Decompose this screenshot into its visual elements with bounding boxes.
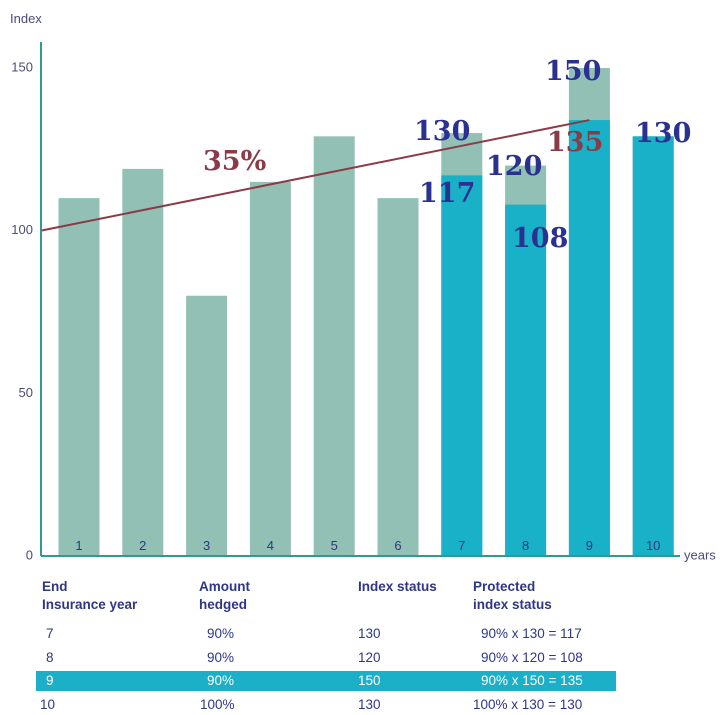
cell-hedged: 90% xyxy=(207,626,235,641)
cell-year: 7 xyxy=(46,626,54,641)
x-tick-label-4: 4 xyxy=(267,538,274,553)
y-axis-label: Index xyxy=(10,11,42,26)
cell-index: 120 xyxy=(358,650,381,665)
col-header-protected-line2: index status xyxy=(473,597,552,612)
cell-hedged: 90% xyxy=(207,673,235,688)
x-axis-label: years xyxy=(684,547,716,562)
category-labels-layer: 1 2 3 4 5 6 7 8 9 10 xyxy=(75,538,660,553)
col-header-protected: Protected index status xyxy=(473,578,552,614)
cell-protected: 90% x 120 = 108 xyxy=(481,650,583,665)
bar8-total-label: 120 xyxy=(486,151,542,182)
bar-2-index xyxy=(122,168,164,556)
x-tick-label-5: 5 xyxy=(331,538,338,553)
bar8-protected-label: 108 xyxy=(512,223,568,254)
bar-3-index xyxy=(186,295,228,556)
table-row: 7 90% 130 90% x 130 = 117 xyxy=(36,624,616,644)
annotations-layer: 35% 130 117 120 108 150 135 130 xyxy=(203,56,691,254)
cell-year: 9 xyxy=(46,673,54,688)
col-header-hedged-line2: hedged xyxy=(199,597,248,612)
y-ticks-layer: 0 50 100 150 xyxy=(11,59,33,562)
x-tick-label-7: 7 xyxy=(458,538,465,553)
y-tick-label-150: 150 xyxy=(11,59,33,74)
table-row: 10 100% 130 100% x 130 = 130 xyxy=(36,695,616,715)
trend-layer xyxy=(40,119,590,232)
col-header-hedged: Amount hedged xyxy=(199,578,250,614)
bar7-total-label: 130 xyxy=(414,116,470,147)
x-tick-label-10: 10 xyxy=(646,538,660,553)
bars-layer xyxy=(58,68,674,557)
x-tick-label-3: 3 xyxy=(203,538,210,553)
bar-10-protected xyxy=(632,136,674,556)
bar-8-protected xyxy=(505,204,547,556)
bar-5-index xyxy=(313,136,355,556)
table-row-highlighted: 9 90% 150 90% x 150 = 135 xyxy=(36,671,616,691)
cell-protected: 90% x 150 = 135 xyxy=(481,673,583,688)
col-header-index: Index status xyxy=(358,578,437,596)
bar-1-index xyxy=(58,198,100,556)
x-tick-label-8: 8 xyxy=(522,538,529,553)
cell-index: 150 xyxy=(358,673,381,688)
cell-index: 130 xyxy=(358,697,381,712)
x-tick-label-1: 1 xyxy=(75,538,82,553)
cell-protected: 90% x 130 = 117 xyxy=(481,626,582,641)
cell-hedged: 100% xyxy=(200,697,235,712)
col-header-index-line1: Index status xyxy=(358,579,437,594)
col-header-year-line2: Insurance year xyxy=(42,597,138,612)
cell-index: 130 xyxy=(358,626,381,641)
table-row: 8 90% 120 90% x 120 = 108 xyxy=(36,648,616,668)
bar-9-protected xyxy=(568,120,610,556)
x-tick-label-2: 2 xyxy=(139,538,146,553)
cell-hedged: 90% xyxy=(207,650,235,665)
bar7-protected-label: 117 xyxy=(419,178,475,209)
col-header-hedged-line1: Amount xyxy=(199,579,250,594)
bar10-total-label: 130 xyxy=(635,118,691,149)
bar-7-protected xyxy=(441,175,483,557)
bar-4-index xyxy=(249,181,291,556)
x-tick-label-9: 9 xyxy=(586,538,593,553)
cell-year: 10 xyxy=(40,697,56,712)
trend-line xyxy=(40,119,590,232)
col-header-protected-line1: Protected xyxy=(473,579,536,594)
y-tick-label-50: 50 xyxy=(19,385,33,400)
axes-layer: Index years xyxy=(10,11,716,562)
bar9-total-label: 150 xyxy=(545,56,601,87)
x-tick-label-6: 6 xyxy=(394,538,401,553)
y-tick-label-100: 100 xyxy=(11,222,33,237)
cell-protected: 100% x 130 = 130 xyxy=(473,697,583,712)
cell-year: 8 xyxy=(46,650,54,665)
bar-6-index xyxy=(377,198,419,556)
bar9-protected-label: 135 xyxy=(547,127,603,158)
y-tick-label-0: 0 xyxy=(26,547,33,562)
col-header-year: End Insurance year xyxy=(42,578,137,614)
col-header-year-line1: End xyxy=(42,579,68,594)
pct-annotation: 35% xyxy=(203,146,266,177)
